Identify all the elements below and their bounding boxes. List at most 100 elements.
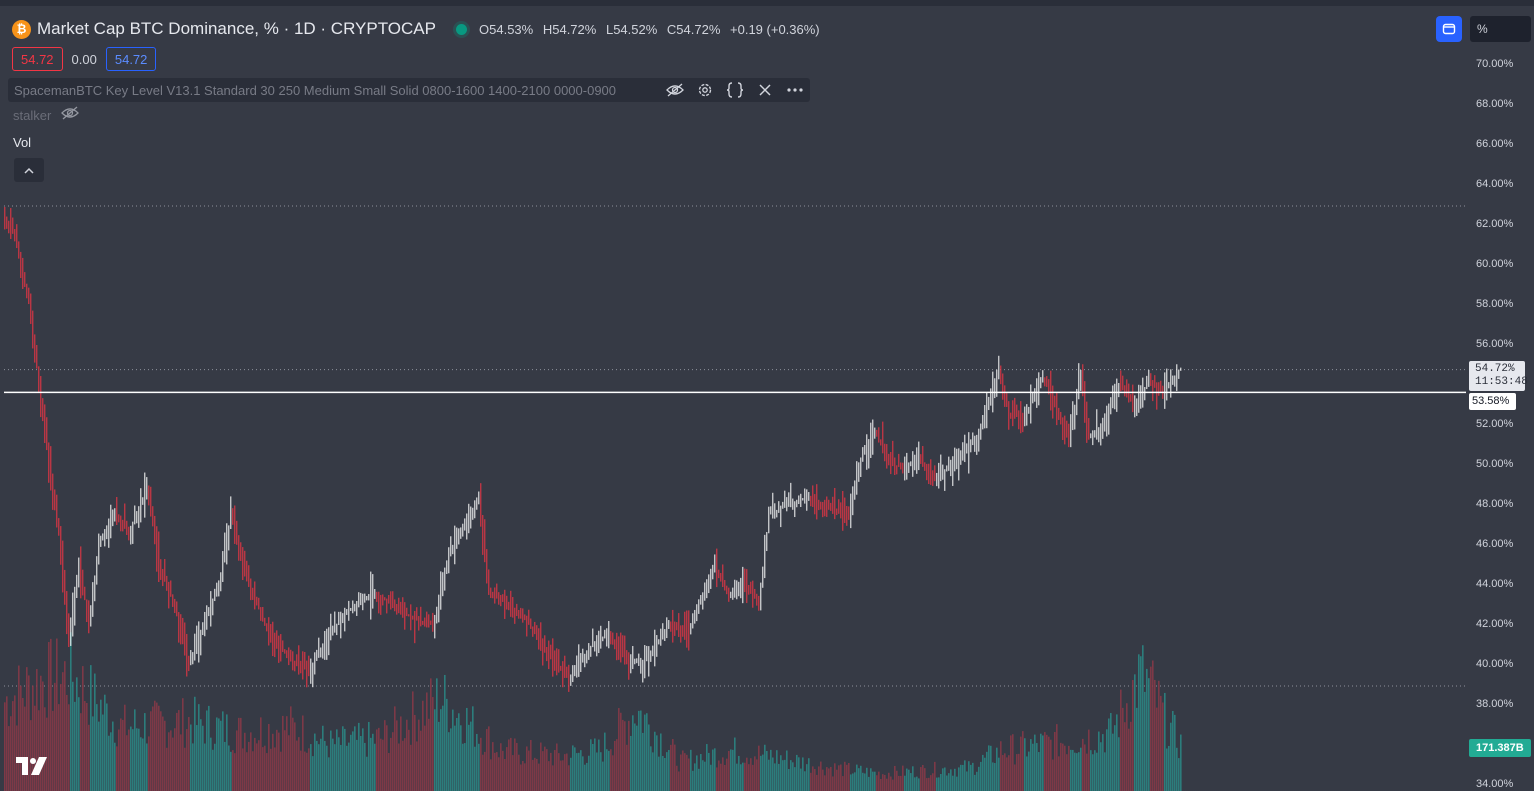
volume-bar <box>460 725 462 791</box>
volume-bar <box>96 704 98 791</box>
volume-bar <box>978 766 980 791</box>
volume-bar <box>704 761 706 791</box>
volume-bar <box>1132 680 1134 791</box>
volume-bar <box>204 743 206 791</box>
symbol-title[interactable]: Market Cap BTC Dominance, % · 1D · CRYPT… <box>37 19 436 38</box>
volume-bar <box>396 720 398 791</box>
price-chart[interactable] <box>0 6 1466 791</box>
volume-bar <box>1096 752 1098 791</box>
volume-bar <box>688 758 690 791</box>
volume-bar <box>822 769 824 791</box>
stalker-indicator-name[interactable]: stalker <box>13 108 52 123</box>
volume-bar <box>212 749 214 791</box>
volume-bar <box>666 752 668 791</box>
volume-bar <box>736 763 738 791</box>
y-tick-label: 64.00% <box>1476 178 1514 190</box>
open-label: O <box>479 21 490 37</box>
volume-bar <box>6 696 8 791</box>
volume-bar <box>1158 680 1160 791</box>
volume-bar <box>932 773 934 791</box>
source-code-icon[interactable] <box>720 78 750 102</box>
volume-bar <box>266 753 268 791</box>
volume-bar <box>1026 756 1028 791</box>
volume-bar <box>1124 722 1126 791</box>
stalker-indicator-row[interactable]: stalker <box>13 106 80 125</box>
volume-bar <box>678 771 680 791</box>
more-options-icon[interactable] <box>780 78 810 102</box>
sell-price-button[interactable]: 54.72 <box>12 47 63 71</box>
remove-close-icon[interactable] <box>750 78 780 102</box>
volume-bar <box>968 761 970 791</box>
volume-bar <box>518 754 520 791</box>
volume-bar <box>458 713 460 791</box>
settings-gear-icon[interactable] <box>690 78 720 102</box>
volume-bar <box>508 739 510 791</box>
volume-bar <box>774 763 776 791</box>
volume-bar <box>862 772 864 791</box>
volume-bar <box>1118 737 1120 791</box>
volume-bar <box>562 760 564 791</box>
buy-price-button[interactable]: 54.72 <box>105 47 157 71</box>
volume-bar <box>560 760 562 791</box>
volume-bar <box>144 713 146 791</box>
volume-bar <box>1072 749 1074 791</box>
auto-scale-button[interactable] <box>1436 16 1462 42</box>
volume-bar <box>150 711 152 791</box>
volume-bar <box>336 729 338 791</box>
volume-bar <box>786 750 788 791</box>
volume-bar <box>484 751 486 791</box>
volume-bar <box>446 698 448 791</box>
volume-bar <box>194 696 196 791</box>
y-tick-label: 62.00% <box>1476 218 1514 230</box>
volume-bar <box>710 764 712 791</box>
volume-bar <box>590 739 592 791</box>
volume-bar <box>996 747 998 791</box>
volume-indicator-label[interactable]: Vol <box>13 135 32 150</box>
volume-bar <box>922 764 924 791</box>
volume-bar <box>1088 729 1090 791</box>
hidden-eye-icon[interactable] <box>61 106 80 125</box>
volume-bar <box>1028 751 1030 791</box>
volume-bar <box>182 698 184 791</box>
volume-bar <box>950 769 952 791</box>
volume-bar <box>474 746 476 791</box>
volume-bar <box>948 773 950 791</box>
indicator-name[interactable]: SpacemanBTC Key Level V13.1 Standard 30 … <box>14 82 617 98</box>
volume-bar <box>450 728 452 791</box>
volume-bar <box>1066 754 1068 791</box>
tradingview-logo[interactable] <box>14 754 54 778</box>
volume-bar <box>1146 668 1148 791</box>
volume-bar <box>384 720 386 791</box>
y-tick-label: 70.00% <box>1476 58 1514 70</box>
volume-bar <box>946 775 948 791</box>
volume-bar <box>226 714 228 791</box>
volume-bar <box>722 757 724 791</box>
volume-bar <box>716 767 718 791</box>
volume-bar <box>8 726 10 791</box>
volume-bar <box>18 665 20 791</box>
volume-bar <box>464 743 466 791</box>
volume-bar <box>350 734 352 791</box>
collapse-legend-button[interactable] <box>14 158 44 182</box>
volume-bar <box>984 757 986 791</box>
volume-bar <box>394 706 396 791</box>
volume-bar <box>380 738 382 791</box>
volume-bar <box>154 700 156 791</box>
indicator-legend-row[interactable]: SpacemanBTC Key Level V13.1 Standard 30 … <box>8 78 810 102</box>
volume-bar <box>422 700 424 791</box>
volume-bar <box>490 759 492 791</box>
volume-bar <box>168 732 170 791</box>
volume-bar <box>1164 692 1166 791</box>
volume-bar <box>834 763 836 791</box>
volume-bar <box>1036 743 1038 791</box>
hide-eye-icon[interactable] <box>660 78 690 102</box>
volume-bar <box>296 740 298 791</box>
volume-bar <box>470 721 472 791</box>
scale-unit-selector[interactable]: % <box>1470 16 1531 42</box>
volume-bar <box>634 723 636 791</box>
volume-bar <box>748 764 750 791</box>
volume-bar <box>162 716 164 791</box>
volume-bar <box>828 768 830 791</box>
volume-bar <box>402 740 404 791</box>
market-status-icon[interactable] <box>456 23 467 35</box>
